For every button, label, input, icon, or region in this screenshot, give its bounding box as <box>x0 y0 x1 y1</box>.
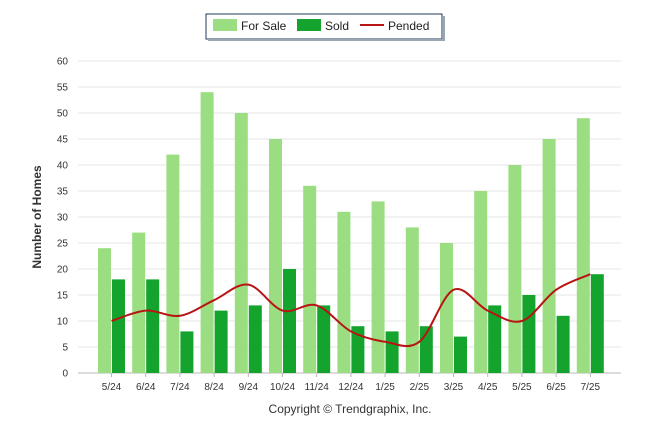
for-sale-bar <box>371 201 385 373</box>
y-tick-labels: 0 5 10 15 20 25 30 35 40 45 50 55 60 <box>57 57 69 380</box>
x-tick-label: 8/24 <box>204 382 224 393</box>
for-sale-bar <box>200 92 214 373</box>
x-tick-label: 4/25 <box>478 382 498 393</box>
legend: For Sale Sold Pended <box>205 13 445 41</box>
y-tick-label: 55 <box>57 83 69 94</box>
y-tick-label: 25 <box>57 239 69 250</box>
y-axis-title: Number of Homes <box>30 165 44 269</box>
for-sale-bar <box>269 139 282 373</box>
x-tick-label: 9/24 <box>239 382 259 393</box>
pended-line <box>111 273 591 348</box>
sold-bar <box>112 279 125 373</box>
y-tick-label: 20 <box>57 265 69 276</box>
sold-bar <box>248 305 262 373</box>
x-tick-label: 12/24 <box>338 382 363 393</box>
legend-box <box>205 13 443 40</box>
sold-bar <box>590 274 604 373</box>
sold-bar <box>351 326 365 373</box>
y-tick-label: 5 <box>62 343 68 354</box>
sold-bar <box>317 305 331 373</box>
y-tick-label: 0 <box>62 369 68 380</box>
y-tick-label: 35 <box>57 187 69 198</box>
for-sale-bar <box>132 232 146 373</box>
x-tick-label: 7/24 <box>170 382 190 393</box>
x-tick-label: 5/24 <box>102 382 122 393</box>
legend-shadow-right <box>443 16 445 40</box>
legend-label: Sold <box>325 19 349 33</box>
sold-bar <box>146 279 160 373</box>
x-tick-label: 7/25 <box>581 382 601 393</box>
sold-bar <box>522 295 536 373</box>
pended-line-group <box>111 273 591 348</box>
for-sale-bar <box>440 243 453 373</box>
x-tick-label: 2/25 <box>410 382 430 393</box>
x-tick-label: 6/25 <box>546 382 566 393</box>
x-tick-label: 6/24 <box>136 382 156 393</box>
y-tick-label: 10 <box>57 317 69 328</box>
x-tick-label: 1/25 <box>375 382 395 393</box>
for-sale-bar <box>474 191 488 373</box>
legend-shadow-bottom <box>208 39 445 41</box>
legend-label: For Sale <box>241 19 287 33</box>
for-sale-bar <box>576 118 590 373</box>
y-tick-label: 30 <box>57 213 69 224</box>
copyright-credit: Copyright © Trendgraphix, Inc. <box>269 402 432 416</box>
y-tick-label: 60 <box>57 57 69 68</box>
x-tick-label: 11/24 <box>305 382 330 393</box>
for-sale-bar <box>98 248 111 373</box>
for-sale-bar <box>234 113 248 373</box>
sold-bar <box>180 331 194 373</box>
x-tick-label: 10/24 <box>270 382 295 393</box>
sold-bar <box>454 336 467 373</box>
sold-bar <box>556 315 570 373</box>
y-tick-label: 15 <box>57 291 69 302</box>
sold-bar <box>385 331 399 373</box>
y-tick-label: 45 <box>57 135 69 146</box>
sold-bar <box>283 269 296 373</box>
legend-swatch <box>297 19 321 31</box>
y-tick-label: 40 <box>57 161 69 172</box>
x-tick-labels: 5/24 6/24 7/24 8/24 9/24 10/24 11/24 12/24 1/25 2… <box>102 373 601 393</box>
for-sale-bar <box>337 211 351 373</box>
for-sale-bar <box>405 227 419 373</box>
legend-swatch <box>213 19 237 31</box>
for-sale-bar <box>303 185 317 373</box>
for-sale-bar <box>542 139 556 373</box>
sold-bar <box>214 310 228 373</box>
sold-bar <box>488 305 502 373</box>
x-tick-label: 3/25 <box>444 382 464 393</box>
y-tick-label: 50 <box>57 109 69 120</box>
for-sale-bar <box>166 154 180 373</box>
x-tick-label: 5/25 <box>512 382 532 393</box>
legend-label: Pended <box>388 19 429 33</box>
for-sale-bar <box>508 165 522 373</box>
